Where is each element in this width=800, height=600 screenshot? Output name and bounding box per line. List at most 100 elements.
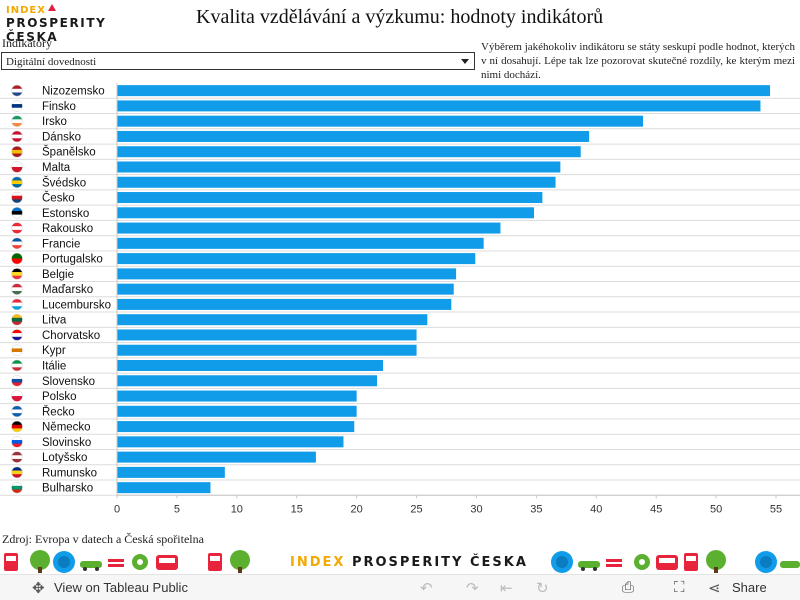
flag-stripe [11, 107, 23, 112]
x-tick-label: 20 [351, 503, 363, 515]
flag-outline [11, 115, 23, 127]
flag-stripe [11, 436, 23, 441]
flag-stripe [11, 92, 23, 97]
x-tick-label: 0 [114, 503, 120, 515]
flag-stripe [11, 344, 23, 349]
redo-icon[interactable]: ↷ [466, 580, 479, 597]
x-tick-label: 50 [710, 503, 722, 515]
flag-icon [11, 207, 23, 219]
flag-stripe [11, 130, 23, 135]
flag-stripe [11, 226, 23, 231]
country-label: Lucembursko [42, 299, 111, 311]
flag-stripe [11, 474, 23, 478]
car-icon [578, 561, 600, 571]
tram-icon [656, 555, 678, 570]
footer-logo: INDEX PROSPERITY ČESKA [290, 555, 528, 570]
x-tick-label: 25 [410, 503, 422, 515]
flag-outline [11, 390, 23, 402]
flag-stripe [11, 317, 23, 322]
flag-stripe [11, 451, 23, 456]
refresh-icon[interactable]: ↻ [536, 580, 549, 597]
share-button[interactable]: Share [732, 580, 767, 595]
flag-stripe [11, 104, 23, 109]
flag-outline [11, 298, 23, 311]
flag-stripe [11, 333, 23, 338]
country-label: Švédsko [42, 176, 86, 189]
flag-icon [11, 313, 23, 326]
bar [117, 466, 225, 478]
x-tick-label: 35 [530, 503, 542, 515]
country-label: Polsko [42, 391, 77, 403]
globe-icon [551, 551, 573, 573]
flag-outline [11, 313, 23, 326]
bar [117, 207, 534, 219]
bar [117, 421, 355, 433]
flag-icon [11, 329, 23, 341]
flag-stripe [11, 466, 23, 471]
bar [117, 405, 357, 417]
flag-stripe [11, 359, 23, 364]
flag-outline [11, 375, 23, 387]
flag-outline [11, 252, 23, 265]
flag-icon [11, 359, 23, 372]
flag-outline [11, 405, 23, 418]
flag-outline [11, 466, 23, 479]
flag-outline [11, 161, 23, 173]
flag-outline [11, 329, 23, 341]
flag-outline [11, 84, 23, 97]
bus-icon [208, 553, 222, 571]
revert-icon[interactable]: ⇤ [500, 580, 513, 597]
x-tick-label: 55 [770, 503, 782, 515]
x-tick-label: 45 [650, 503, 662, 515]
share-icon[interactable]: ⋖ [708, 580, 721, 597]
bar [117, 390, 357, 402]
flag-outline [11, 176, 23, 189]
bar [117, 192, 543, 204]
bar [117, 283, 454, 295]
car-icon [780, 561, 800, 568]
bus-icon [684, 553, 698, 571]
bar [117, 482, 211, 494]
flag-stripe [11, 176, 23, 181]
bar [117, 161, 561, 173]
flag-icon [11, 405, 23, 418]
bar [117, 176, 556, 188]
flag-stripe [11, 287, 23, 292]
indicator-dropdown[interactable]: Digitální dovednosti [1, 52, 475, 70]
country-label: Francie [42, 238, 80, 250]
bar [117, 253, 476, 265]
flag-outline [11, 359, 23, 372]
flag-stripe [11, 134, 23, 139]
gear-icon [132, 554, 148, 570]
country-label: Irsko [42, 116, 67, 128]
flag-stripe [11, 458, 23, 463]
flag-stripe [11, 153, 23, 158]
flag-outline [11, 436, 23, 448]
indicator-label: Indikátory [2, 36, 52, 50]
tableau-icon[interactable]: ✥ [32, 580, 45, 597]
flag-icon [11, 145, 23, 158]
flag-stripe [11, 314, 23, 319]
flag-icon [11, 100, 23, 112]
flag-stripe [11, 161, 23, 168]
bar [117, 100, 761, 112]
flag-stripe [11, 192, 23, 196]
flag-stripe [11, 210, 23, 215]
country-label: Itálie [42, 360, 66, 372]
source-note: Zdroj: Evropa v datech a Česká spořiteln… [2, 532, 204, 546]
tram-icon [156, 555, 178, 570]
view-on-tableau-link[interactable]: View on Tableau Public [54, 580, 188, 595]
country-label: Řecko [42, 405, 75, 418]
download-icon[interactable]: ⎙ [622, 579, 635, 596]
bar [117, 375, 378, 387]
flag-stripe [11, 100, 23, 105]
flag-stripe [11, 298, 23, 303]
flag-stripe [11, 352, 23, 356]
flag-icon [11, 115, 23, 127]
fullscreen-icon[interactable]: ⛶ [674, 579, 685, 596]
undo-icon[interactable]: ↶ [420, 580, 433, 597]
flag-stripe [11, 470, 23, 475]
flag-stripe [11, 413, 23, 417]
car-icon [80, 561, 102, 571]
tree-icon [30, 550, 50, 573]
